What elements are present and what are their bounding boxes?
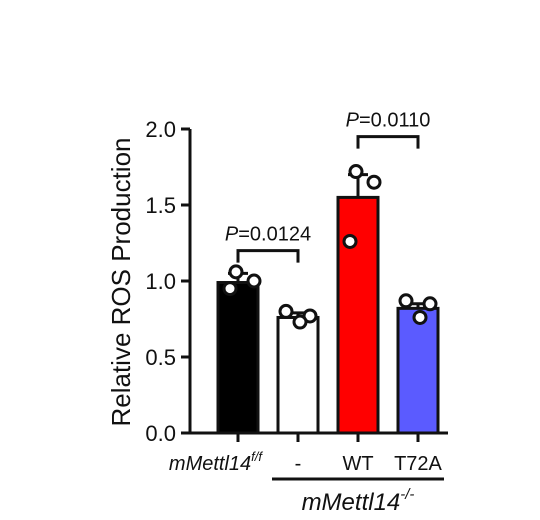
significance-brackets: P=0.0124 P=0.0110 — [225, 110, 430, 263]
y-tick-label: 1.0 — [145, 269, 176, 294]
group-label: mMettl14-/- — [302, 486, 415, 516]
data-point — [292, 314, 308, 330]
p-value-label: P=0.0110 — [346, 110, 431, 132]
significance-bracket — [356, 135, 420, 149]
data-point — [246, 273, 262, 289]
data-point — [342, 233, 358, 249]
y-axis: 0.0 0.5 1.0 1.5 2.0 — [145, 117, 192, 446]
data-point — [412, 309, 428, 325]
x-axis: mMettl14f/f - WT T72A mMettl14-/- — [169, 431, 448, 516]
y-tick-label: 0.0 — [145, 421, 176, 446]
data-point — [222, 281, 238, 297]
p-value-label: P=0.0124 — [225, 224, 311, 246]
bar — [336, 195, 380, 435]
data-point — [422, 296, 438, 312]
y-tick-label: 0.5 — [145, 345, 176, 370]
data-point — [228, 264, 244, 280]
data-point — [348, 164, 364, 180]
y-tick-label: 2.0 — [145, 117, 176, 142]
bar — [396, 306, 440, 435]
y-axis-title: Relative ROS Production — [106, 137, 136, 426]
x-category-label: T72A — [394, 453, 442, 475]
bar — [276, 315, 320, 435]
y-tick-label: 1.5 — [145, 193, 176, 218]
data-point — [398, 293, 414, 309]
bar — [216, 281, 260, 435]
significance-bracket — [236, 249, 300, 263]
data-points — [222, 164, 438, 330]
data-point — [278, 303, 294, 319]
x-category-label: mMettl14f/f — [169, 449, 263, 475]
data-point — [366, 174, 382, 190]
x-category-label: - — [295, 453, 302, 475]
x-category-label: WT — [342, 453, 373, 475]
